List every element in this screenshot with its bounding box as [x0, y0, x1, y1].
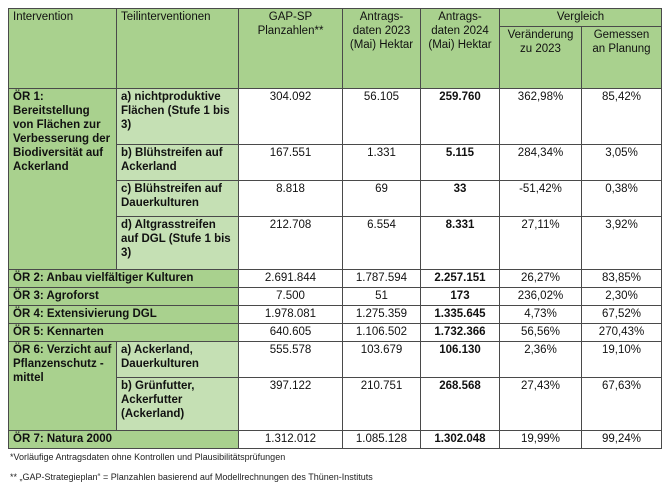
header-veraenderung: Veränderung zu 2023	[499, 26, 582, 89]
eco-scheme-table: Intervention Teilinterventionen GAP-SP P…	[8, 8, 662, 449]
table-wrapper: Intervention Teilinterventionen GAP-SP P…	[8, 8, 662, 449]
row-sub: b) Grünfutter, Ackerfutter (Ackerland)	[116, 377, 239, 431]
cell-2024: 259.760	[420, 88, 500, 145]
cell-gemessen: 0,38%	[581, 180, 662, 217]
cell-veraenderung: 27,11%	[499, 216, 582, 270]
table-row: ÖR 7: Natura 2000 1.312.012 1.085.128 1.…	[8, 430, 662, 449]
cell-gemessen: 83,85%	[581, 269, 662, 288]
header-antragsdaten-2024: Antrags- daten 2024 (Mai) Hektar	[420, 8, 500, 89]
cell-gap: 640.605	[238, 323, 343, 342]
row-sub: a) Ackerland, Dauerkulturen	[116, 341, 239, 378]
cell-veraenderung: 27,43%	[499, 377, 582, 431]
cell-veraenderung: 56,56%	[499, 323, 582, 342]
cell-veraenderung: 4,73%	[499, 305, 582, 324]
cell-2023: 1.106.502	[342, 323, 421, 342]
row-label-oer2: ÖR 2: Anbau vielfältiger Kulturen	[8, 269, 239, 288]
header-vergleich: Vergleich	[499, 8, 662, 27]
cell-gap: 1.312.012	[238, 430, 343, 449]
cell-gap: 212.708	[238, 216, 343, 270]
cell-gap: 7.500	[238, 287, 343, 306]
cell-2024: 33	[420, 180, 500, 217]
cell-2024: 2.257.151	[420, 269, 500, 288]
cell-gap: 8.818	[238, 180, 343, 217]
row-label-oer7: ÖR 7: Natura 2000	[8, 430, 239, 449]
table-row: ÖR 5: Kennarten 640.605 1.106.502 1.732.…	[8, 323, 662, 342]
cell-2023: 103.679	[342, 341, 421, 378]
row-label-oer4: ÖR 4: Extensivierung DGL	[8, 305, 239, 324]
cell-gemessen: 270,43%	[581, 323, 662, 342]
header-antragsdaten-2023: Antrags- daten 2023 (Mai) Hektar	[342, 8, 421, 89]
header-gemessen: Gemessen an Planung	[581, 26, 662, 89]
table-row: ÖR 1: Bereitstellung von Flächen zur Ver…	[8, 88, 662, 270]
cell-gemessen: 67,52%	[581, 305, 662, 324]
cell-2024: 5.115	[420, 144, 500, 181]
table-row: ÖR 3: Agroforst 7.500 51 173 236,02% 2,3…	[8, 287, 662, 306]
footnote-gap-strategieplan: ** „GAP-Strategieplan“ = Planzahlen basi…	[10, 472, 373, 482]
cell-gap: 304.092	[238, 88, 343, 145]
cell-2024: 268.568	[420, 377, 500, 431]
row-label-oer5: ÖR 5: Kennarten	[8, 323, 239, 342]
cell-gap: 555.578	[238, 341, 343, 378]
row-sub: a) nichtproduktive Flächen (Stufe 1 bis …	[116, 88, 239, 145]
cell-gap: 167.551	[238, 144, 343, 181]
row-label-oer1: ÖR 1: Bereitstellung von Flächen zur Ver…	[8, 88, 117, 270]
cell-veraenderung: 2,36%	[499, 341, 582, 378]
table-row: ÖR 6: Verzicht auf Pflanzenschutz -mitte…	[8, 341, 662, 431]
cell-veraenderung: 236,02%	[499, 287, 582, 306]
cell-gap: 2.691.844	[238, 269, 343, 288]
cell-veraenderung: -51,42%	[499, 180, 582, 217]
cell-2023: 1.787.594	[342, 269, 421, 288]
table-row: b) Grünfutter, Ackerfutter (Ackerland) 3…	[9, 377, 662, 431]
cell-2024: 1.302.048	[420, 430, 500, 449]
table-row: d) Altgrasstreifen auf DGL (Stufe 1 bis …	[9, 216, 662, 270]
table-row: c) Blühstreifen auf Dauerkulturen 8.818 …	[9, 180, 662, 217]
cell-2023: 6.554	[342, 216, 421, 270]
table-row: b) Blühstreifen auf Ackerland 167.551 1.…	[9, 144, 662, 181]
cell-gap: 397.122	[238, 377, 343, 431]
cell-veraenderung: 26,27%	[499, 269, 582, 288]
row-sub: b) Blühstreifen auf Ackerland	[116, 144, 239, 181]
cell-gemessen: 3,05%	[581, 144, 662, 181]
cell-2023: 210.751	[342, 377, 421, 431]
cell-2023: 1.275.359	[342, 305, 421, 324]
cell-2024: 173	[420, 287, 500, 306]
header-gap-planzahlen: GAP-SP Planzahlen**	[238, 8, 343, 89]
table-row: ÖR 2: Anbau vielfältiger Kulturen 2.691.…	[8, 269, 662, 288]
cell-veraenderung: 19,99%	[499, 430, 582, 449]
cell-veraenderung: 284,34%	[499, 144, 582, 181]
cell-2024: 8.331	[420, 216, 500, 270]
row-sub: c) Blühstreifen auf Dauerkulturen	[116, 180, 239, 217]
header-teilinterventionen: Teilinterventionen	[116, 8, 239, 89]
cell-2023: 51	[342, 287, 421, 306]
row-sub: d) Altgrasstreifen auf DGL (Stufe 1 bis …	[116, 216, 239, 270]
cell-gemessen: 99,24%	[581, 430, 662, 449]
header-intervention: Intervention	[8, 8, 117, 89]
row-label-oer3: ÖR 3: Agroforst	[8, 287, 239, 306]
row-label-oer6: ÖR 6: Verzicht auf Pflanzenschutz -mitte…	[8, 341, 117, 431]
cell-veraenderung: 362,98%	[499, 88, 582, 145]
cell-gemessen: 19,10%	[581, 341, 662, 378]
cell-2024: 1.335.645	[420, 305, 500, 324]
cell-2023: 1.331	[342, 144, 421, 181]
footnote-vorlaeufig: *Vorläufige Antragsdaten ohne Kontrollen…	[10, 452, 286, 462]
cell-gemessen: 67,63%	[581, 377, 662, 431]
cell-2023: 69	[342, 180, 421, 217]
cell-gemessen: 3,92%	[581, 216, 662, 270]
cell-gap: 1.978.081	[238, 305, 343, 324]
cell-2023: 1.085.128	[342, 430, 421, 449]
cell-2024: 1.732.366	[420, 323, 500, 342]
table-row: ÖR 4: Extensivierung DGL 1.978.081 1.275…	[8, 305, 662, 324]
cell-2024: 106.130	[420, 341, 500, 378]
cell-2023: 56.105	[342, 88, 421, 145]
cell-gemessen: 85,42%	[581, 88, 662, 145]
cell-gemessen: 2,30%	[581, 287, 662, 306]
